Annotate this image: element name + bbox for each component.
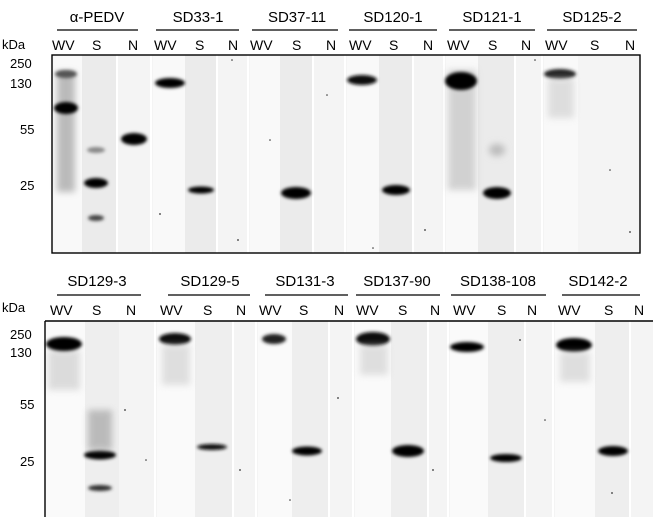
lane-label-s: S xyxy=(203,302,212,318)
lane-label-s: S xyxy=(92,37,101,53)
marker-250: 250 xyxy=(10,56,32,71)
lane-label-wv: WV xyxy=(160,302,183,318)
blot-title: SD33-1 xyxy=(173,9,224,26)
lane-label-s: S xyxy=(195,37,204,53)
lane-label-s: S xyxy=(590,37,599,53)
blot-title: α-PEDV xyxy=(70,9,125,26)
panel-top: kDa 250 130 55 25 α-PEDV SD33-1 SD37-11 … xyxy=(2,9,641,254)
lane-label-wv: WV xyxy=(154,37,177,53)
marker-55: 55 xyxy=(20,122,34,137)
lane-label-n: N xyxy=(521,37,531,53)
marker-130: 130 xyxy=(10,345,32,360)
lane-label-wv: WV xyxy=(356,302,379,318)
lane-label-wv: WV xyxy=(447,37,470,53)
lane-label-n: N xyxy=(334,302,344,318)
blot-image-bottom xyxy=(44,320,653,517)
lane-label-s: S xyxy=(299,302,308,318)
kda-label: kDa xyxy=(2,300,26,315)
marker-25: 25 xyxy=(20,178,34,193)
lane-label-s: S xyxy=(389,37,398,53)
lane-label-n: N xyxy=(126,302,136,318)
blot-title: SD120-1 xyxy=(363,9,422,26)
lane-label-wv: WV xyxy=(259,302,282,318)
lane-label-s: S xyxy=(92,302,101,318)
marker-25: 25 xyxy=(20,454,34,469)
lane-label-s: S xyxy=(604,302,613,318)
lane-label-s: S xyxy=(497,302,506,318)
lane-label-s: S xyxy=(398,302,407,318)
lane-label-wv: WV xyxy=(453,302,476,318)
lane-label-n: N xyxy=(128,37,138,53)
blot-title: SD131-3 xyxy=(275,273,334,290)
lane-label-n: N xyxy=(634,302,644,318)
marker-250: 250 xyxy=(10,327,32,342)
lane-label-n: N xyxy=(430,302,440,318)
lane-label-n: N xyxy=(527,302,537,318)
lane-label-s: S xyxy=(292,37,301,53)
marker-130: 130 xyxy=(10,76,32,91)
blot-title: SD121-1 xyxy=(462,9,521,26)
blot-title: SD137-90 xyxy=(363,273,431,290)
blot-title: SD138-108 xyxy=(460,273,536,290)
blot-title: SD125-2 xyxy=(562,9,621,26)
lane-label-s: S xyxy=(488,37,497,53)
lane-label-wv: WV xyxy=(250,37,273,53)
lane-label-wv: WV xyxy=(545,37,568,53)
lane-label-n: N xyxy=(228,37,238,53)
lane-label-wv: WV xyxy=(558,302,581,318)
blot-title: SD129-5 xyxy=(180,273,239,290)
blot-title: SD129-3 xyxy=(67,273,126,290)
panel-bottom: kDa 250 130 55 25 SD129-3 SD129-5 SD131-… xyxy=(2,273,653,517)
marker-55: 55 xyxy=(20,397,34,412)
lane-label-n: N xyxy=(423,37,433,53)
blot-title: SD37-11 xyxy=(268,9,326,26)
blot-title: SD142-2 xyxy=(568,273,627,290)
lane-label-n: N xyxy=(625,37,635,53)
lane-label-n: N xyxy=(236,302,246,318)
blot-image-top xyxy=(51,54,641,254)
lane-label-wv: WV xyxy=(52,37,75,53)
lane-label-n: N xyxy=(326,37,336,53)
kda-label: kDa xyxy=(2,37,26,52)
lane-label-wv: WV xyxy=(50,302,73,318)
lane-label-wv: WV xyxy=(349,37,372,53)
